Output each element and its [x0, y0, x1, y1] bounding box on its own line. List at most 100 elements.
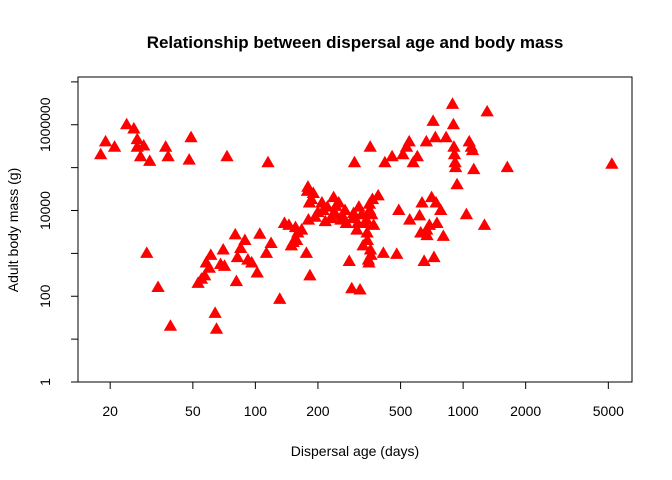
data-point [360, 233, 375, 246]
data-point [392, 203, 406, 216]
data-point [467, 162, 481, 175]
data-point [396, 147, 410, 160]
y-axis: 1 100 10000 1000000 [37, 81, 79, 386]
data-point [365, 192, 380, 205]
data-point [261, 155, 275, 168]
data-point [412, 208, 427, 221]
data-point [107, 140, 122, 152]
data-point [367, 218, 381, 230]
data-point [290, 233, 304, 246]
data-point [360, 225, 374, 238]
data-point [245, 255, 259, 268]
y-tick-label: 100 [37, 284, 53, 308]
data-point [403, 213, 417, 225]
data-points [94, 97, 619, 334]
data-point [363, 242, 378, 255]
data-point [304, 192, 319, 205]
data-point [347, 155, 362, 168]
data-point [390, 247, 404, 259]
data-point [363, 140, 377, 152]
x-tick-label: 500 [389, 403, 413, 419]
x-tick-label: 20 [102, 403, 118, 419]
data-point [202, 261, 216, 273]
data-point [182, 153, 196, 165]
data-point [364, 248, 378, 260]
data-point [342, 254, 356, 266]
data-point [376, 246, 390, 258]
data-point [133, 149, 148, 162]
data-point [410, 149, 424, 162]
data-point [430, 216, 444, 228]
data-point [301, 180, 315, 192]
x-tick-label: 100 [244, 403, 268, 419]
data-point [439, 130, 453, 143]
data-point [230, 250, 245, 263]
data-point [163, 319, 178, 331]
data-point [303, 268, 317, 281]
data-point [371, 188, 385, 201]
data-point [217, 259, 232, 271]
data-point [450, 177, 464, 190]
data-point [306, 186, 320, 198]
data-point [420, 228, 434, 241]
data-point [151, 280, 165, 293]
data-point [346, 206, 361, 219]
data-point [436, 229, 450, 241]
data-point [295, 223, 309, 235]
data-point [426, 114, 440, 126]
data-point [130, 132, 144, 145]
data-point [332, 195, 346, 208]
data-point [208, 306, 222, 318]
data-point [385, 149, 399, 162]
data-point [445, 97, 460, 109]
data-point [447, 147, 462, 160]
data-point [140, 246, 154, 258]
data-point [480, 104, 494, 117]
chart-title: Relationship between dispersal age and b… [147, 33, 564, 52]
data-point [318, 214, 332, 227]
data-point [352, 200, 366, 212]
data-point [447, 140, 461, 152]
data-point [477, 218, 492, 230]
data-point [339, 216, 353, 228]
data-point [338, 203, 352, 216]
x-tick-label: 2000 [510, 403, 541, 419]
data-point [161, 149, 175, 162]
data-point [209, 322, 224, 334]
data-point [204, 248, 218, 260]
x-tick-label: 1000 [448, 403, 479, 419]
data-point [220, 149, 234, 162]
data-point [353, 282, 367, 295]
data-point [259, 246, 274, 258]
data-point [350, 223, 364, 235]
data-point [238, 233, 252, 246]
data-point [229, 274, 244, 287]
data-point [94, 147, 108, 160]
data-point [500, 160, 514, 173]
data-point [253, 227, 267, 239]
data-point [362, 255, 376, 268]
data-point [234, 241, 248, 254]
data-point [402, 134, 416, 147]
data-point [184, 130, 198, 143]
data-point [465, 143, 480, 156]
data-point [273, 292, 287, 304]
data-point [434, 203, 448, 216]
data-point [250, 265, 264, 278]
data-point [98, 134, 113, 147]
data-point [428, 130, 442, 143]
x-tick-label: 200 [306, 403, 330, 419]
data-point [459, 207, 474, 220]
data-point [446, 117, 461, 130]
data-point [427, 250, 441, 263]
data-point [216, 242, 230, 255]
data-point [127, 121, 141, 134]
data-point [159, 140, 173, 152]
x-tick-label: 50 [185, 403, 201, 419]
y-tick-label: 10000 [37, 191, 53, 230]
data-point [143, 154, 157, 166]
data-point [299, 246, 314, 258]
data-point [378, 155, 392, 168]
data-point [327, 205, 342, 218]
